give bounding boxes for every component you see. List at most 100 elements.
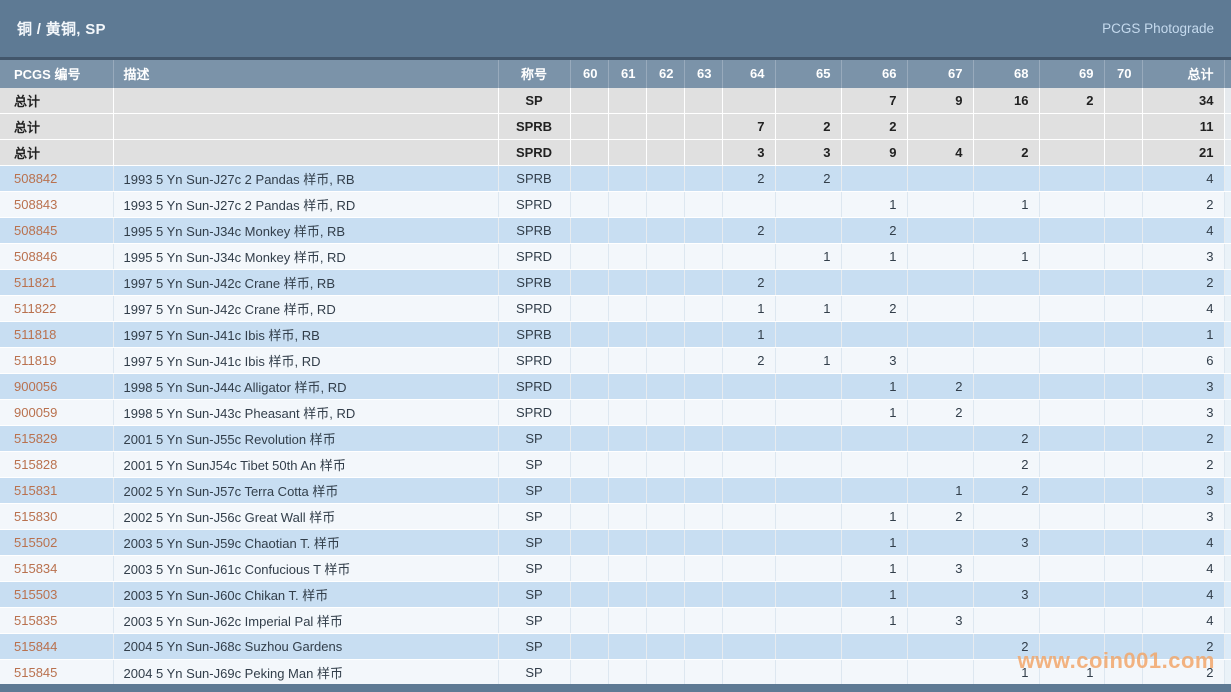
pcgs-number-link[interactable]: 515503 [14, 587, 58, 602]
description-cell: 1997 5 Yn Sun-J42c Crane 样币, RB [113, 269, 499, 296]
grade-66-cell: 1 [841, 607, 908, 634]
grade-69-cell [1039, 555, 1105, 582]
designation-cell: SP [498, 425, 571, 452]
pcgs-photograde-link[interactable]: PCGS Photograde [1102, 21, 1214, 36]
grade-62-cell [646, 529, 685, 556]
grade-60-cell [570, 581, 609, 608]
grade-61-cell [608, 581, 647, 608]
row-total-cell: 4 [1142, 607, 1225, 634]
grade-68-cell: 3 [973, 581, 1040, 608]
grade-69-cell [1039, 347, 1105, 374]
grade-62-cell [646, 451, 685, 478]
pcgs-number-link[interactable]: 511819 [14, 353, 57, 368]
pcgs-number-link[interactable]: 515831 [14, 483, 58, 498]
grade-67-cell [907, 529, 974, 556]
pcgs-number-link[interactable]: 515829 [14, 431, 58, 446]
row-total-cell: 4 [1142, 165, 1225, 192]
pcgs-number-link[interactable]: 515835 [14, 613, 58, 628]
grade-65-cell [775, 607, 842, 634]
grade-63-cell [684, 607, 723, 634]
pcgs-number-cell: 508843 [0, 191, 114, 218]
grade-67-cell: 4 [907, 139, 974, 166]
description-cell: 1993 5 Yn Sun-J27c 2 Pandas 样币, RB [113, 165, 499, 192]
grade-69-cell [1039, 269, 1105, 296]
pcgs-number-link[interactable]: 508843 [14, 197, 58, 212]
designation-cell: SP [498, 555, 571, 582]
grade-61-cell [608, 659, 647, 686]
grade-70-cell [1104, 191, 1143, 218]
designation-cell: SP [498, 607, 571, 634]
column-header-total: 总计 [1142, 57, 1225, 88]
pcgs-number-cell: 515830 [0, 503, 114, 530]
grade-64-cell [722, 633, 776, 660]
grade-68-cell [973, 165, 1040, 192]
row-total-cell: 21 [1142, 139, 1225, 166]
column-header-grade-69: 69 [1039, 57, 1105, 88]
designation-cell: SPRD [498, 347, 571, 374]
grade-70-cell [1104, 581, 1143, 608]
grade-67-cell [907, 113, 974, 140]
description-cell: 1997 5 Yn Sun-J42c Crane 样币, RD [113, 295, 499, 322]
grade-61-cell [608, 321, 647, 348]
pcgs-number-link[interactable]: 515834 [14, 561, 58, 576]
grade-61-cell [608, 217, 647, 244]
grade-70-cell [1104, 269, 1143, 296]
table-header-row: PCGS 编号 描述 称号 60 61 62 63 64 65 66 67 68 69 70 总计 [0, 57, 1231, 88]
pcgs-number-link[interactable]: 511821 [14, 275, 57, 290]
designation-cell: SP [498, 503, 571, 530]
grade-70-cell [1104, 659, 1143, 686]
grade-64-cell [722, 399, 776, 426]
pcgs-number-cell: 508842 [0, 165, 114, 192]
row-edge [1224, 373, 1231, 400]
pcgs-number-link[interactable]: 515828 [14, 457, 58, 472]
grade-60-cell [570, 165, 609, 192]
pcgs-number-link[interactable]: 515844 [14, 639, 58, 654]
column-header-grade-61: 61 [608, 57, 647, 88]
pcgs-number-link[interactable]: 508846 [14, 249, 58, 264]
pcgs-number-link[interactable]: 508842 [14, 171, 58, 186]
pcgs-number-cell: 508845 [0, 217, 114, 244]
description-cell: 2003 5 Yn Sun-J59c Chaotian T. 样币 [113, 529, 499, 556]
pcgs-number-link[interactable]: 900056 [14, 379, 58, 394]
grade-67-cell [907, 581, 974, 608]
grade-63-cell [684, 581, 723, 608]
grade-66-cell [841, 165, 908, 192]
pcgs-number-link[interactable]: 508845 [14, 223, 58, 238]
grade-60-cell [570, 269, 609, 296]
description-cell: 1997 5 Yn Sun-J41c Ibis 样币, RB [113, 321, 499, 348]
row-total-cell: 2 [1142, 269, 1225, 296]
grade-67-cell: 2 [907, 503, 974, 530]
grade-66-cell [841, 451, 908, 478]
grade-60-cell [570, 191, 609, 218]
pcgs-number-link[interactable]: 511818 [14, 327, 57, 342]
pcgs-number-cell: 511821 [0, 269, 114, 296]
designation-cell: SP [498, 633, 571, 660]
pcgs-number-cell: 515829 [0, 425, 114, 452]
grade-69-cell: 1 [1039, 659, 1105, 686]
pcgs-number-link[interactable]: 515845 [14, 665, 58, 680]
grade-61-cell [608, 87, 647, 114]
designation-cell: SPRD [498, 243, 571, 270]
pcgs-number-link[interactable]: 511822 [14, 301, 57, 316]
pcgs-number-link[interactable]: 515830 [14, 509, 58, 524]
table-row: 508843 1993 5 Yn Sun-J27c 2 Pandas 样币, RD… [0, 191, 1231, 218]
column-header-grade-70: 70 [1104, 57, 1143, 88]
grade-67-cell [907, 269, 974, 296]
grade-68-cell: 2 [973, 633, 1040, 660]
column-header-pcgs-number: PCGS 编号 [0, 57, 114, 88]
grade-66-cell: 1 [841, 399, 908, 426]
grade-62-cell [646, 139, 685, 166]
column-header-grade-63: 63 [684, 57, 723, 88]
pcgs-number-link[interactable]: 900059 [14, 405, 58, 420]
grade-64-cell [722, 581, 776, 608]
column-header-designation: 称号 [498, 57, 571, 88]
table-row: 515835 2003 5 Yn Sun-J62c Imperial Pal 样币… [0, 607, 1231, 634]
grade-61-cell [608, 347, 647, 374]
description-cell: 1997 5 Yn Sun-J41c Ibis 样币, RD [113, 347, 499, 374]
grade-61-cell [608, 295, 647, 322]
pcgs-number-cell: 515503 [0, 581, 114, 608]
grade-68-cell: 2 [973, 477, 1040, 504]
pcgs-number-link[interactable]: 515502 [14, 535, 58, 550]
header-edge [1224, 57, 1231, 88]
